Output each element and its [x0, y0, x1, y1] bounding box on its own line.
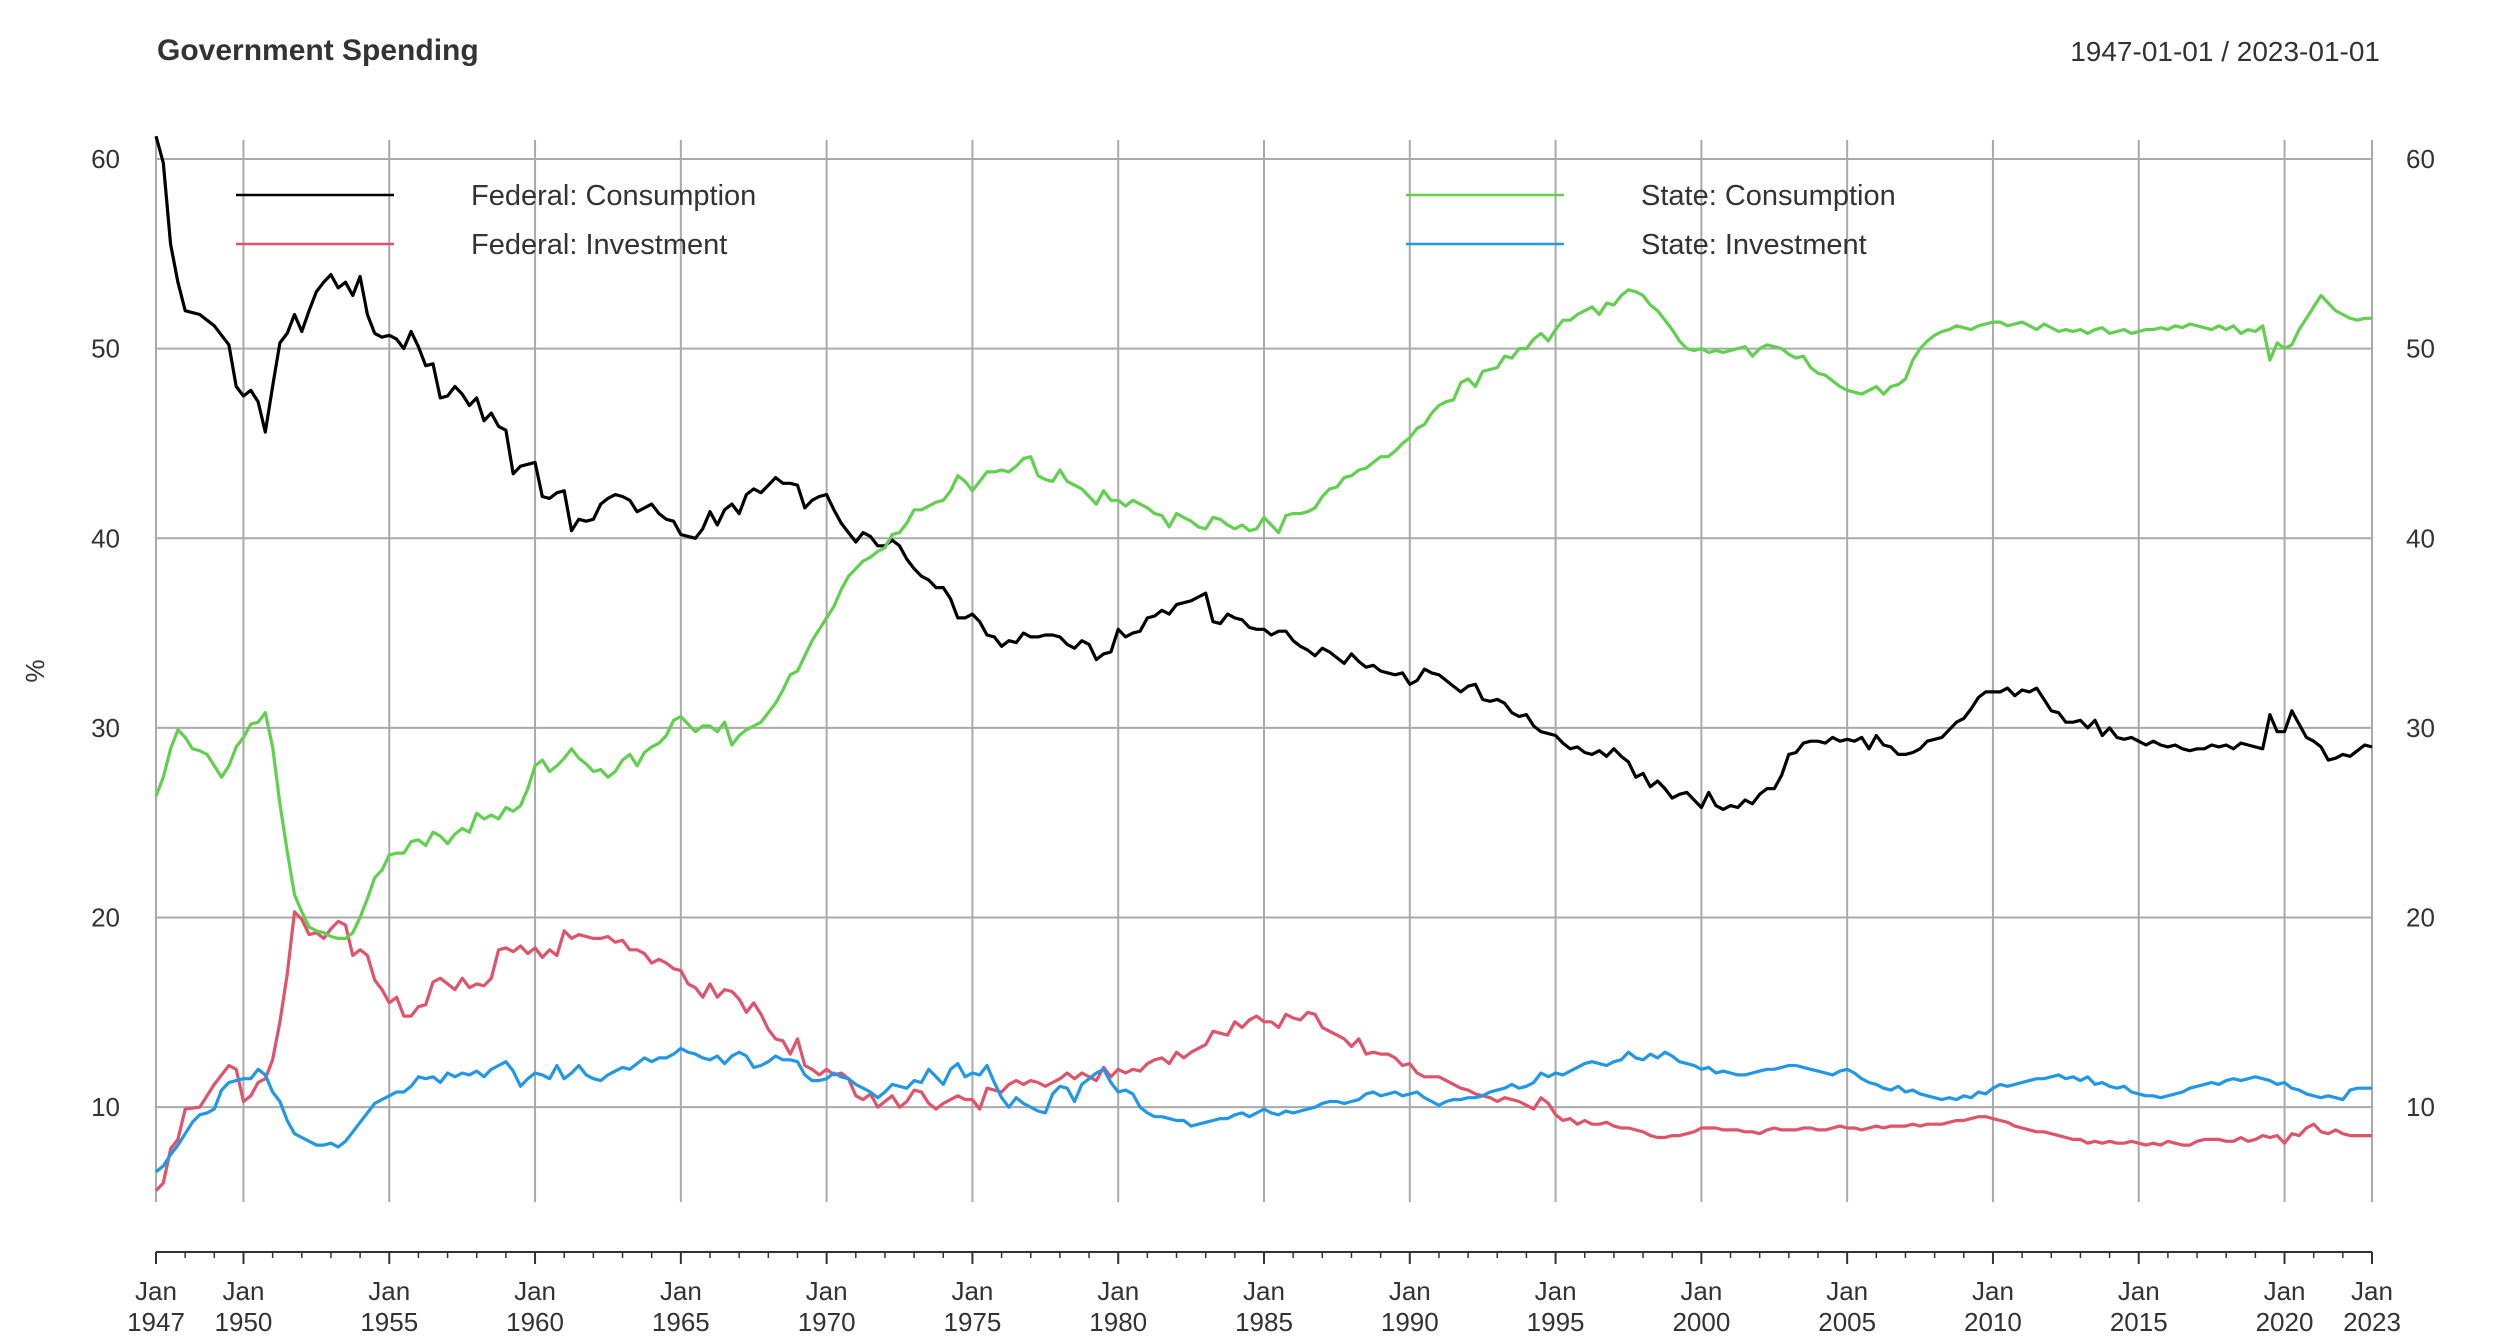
x-tick-label: 2000: [1672, 1307, 1730, 1337]
legend-label: Federal: Consumption: [471, 180, 756, 212]
y-tick-label-left: 50: [91, 334, 120, 364]
series-line-federal-consumption: [154, 135, 2373, 811]
y-tick-label-right: 10: [2406, 1092, 2435, 1122]
x-tick-label: 2010: [1964, 1307, 2022, 1337]
x-tick-label: 2023: [2343, 1307, 2401, 1337]
x-tick-label: 1995: [1527, 1307, 1585, 1337]
x-tick-label: 1985: [1235, 1307, 1293, 1337]
x-tick-label: Jan: [1243, 1276, 1285, 1306]
x-tick-label: 1947: [127, 1307, 185, 1337]
x-tick-label: Jan: [1972, 1276, 2014, 1306]
x-tick-label: 2005: [1818, 1307, 1876, 1337]
x-tick-label: Jan: [660, 1276, 702, 1306]
y-tick-label-left: 30: [91, 713, 120, 743]
x-tick-label: 1990: [1381, 1307, 1439, 1337]
x-tick-label: 1965: [652, 1307, 710, 1337]
legend-label: Federal: Investment: [471, 229, 727, 261]
x-tick-label: Jan: [951, 1276, 993, 1306]
y-tick-label-right: 30: [2406, 713, 2435, 743]
x-tick-label: Jan: [2351, 1276, 2393, 1306]
x-tick-label: 1960: [506, 1307, 564, 1337]
x-tick-label: Jan: [2118, 1276, 2160, 1306]
x-tick-label: 1975: [943, 1307, 1001, 1337]
x-tick-label: Jan: [1535, 1276, 1577, 1306]
y-tick-label-left: 40: [91, 523, 120, 553]
series-line-state-investment: [155, 1046, 2372, 1173]
y-tick-label-left: 10: [91, 1092, 120, 1122]
x-tick-label: Jan: [1097, 1276, 1139, 1306]
x-tick-label: 1980: [1089, 1307, 1147, 1337]
grid-lines: [155, 140, 2373, 1202]
x-tick-label: Jan: [2264, 1276, 2306, 1306]
legend-label: State: Investment: [1641, 229, 1867, 261]
series-lines: [154, 135, 2373, 1192]
x-tick-label: Jan: [368, 1276, 410, 1306]
y-axis-label: %: [20, 659, 50, 682]
legend-label: State: Consumption: [1641, 180, 1896, 212]
y-tick-label-left: 20: [91, 903, 120, 933]
legend: Federal: Consumption Federal: Investment S…: [236, 180, 1896, 261]
y-tick-label-right: 60: [2406, 144, 2435, 174]
x-tick-label: Jan: [1389, 1276, 1431, 1306]
x-tick-label: Jan: [806, 1276, 848, 1306]
x-tick-label: Jan: [514, 1276, 556, 1306]
series-line-state-consumption: [154, 288, 2372, 940]
x-tick-label: 1950: [215, 1307, 273, 1337]
x-tick-label: 1970: [798, 1307, 856, 1337]
x-tick-label: Jan: [1826, 1276, 1868, 1306]
x-tick-label: 1955: [360, 1307, 418, 1337]
y-tick-label-right: 20: [2406, 903, 2435, 933]
x-tick-label: Jan: [223, 1276, 265, 1306]
y-tick-label-right: 50: [2406, 334, 2435, 364]
y-tick-label-right: 40: [2406, 523, 2435, 553]
date-range-label: 1947-01-01 / 2023-01-01: [2070, 36, 2380, 67]
series-line-federal-investment: [154, 910, 2372, 1192]
x-tick-label: Jan: [135, 1276, 177, 1306]
x-tick-label: Jan: [1680, 1276, 1722, 1306]
x-tick-label: 2020: [2256, 1307, 2314, 1337]
x-tick-label: 2015: [2110, 1307, 2168, 1337]
chart-title: Government Spending: [157, 34, 479, 67]
y-tick-label-left: 60: [91, 144, 120, 174]
